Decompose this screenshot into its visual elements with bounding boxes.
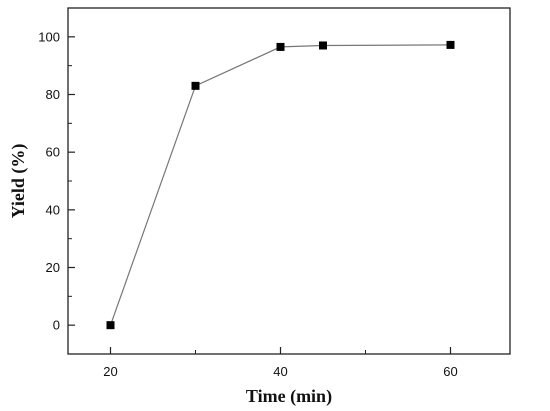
x-tick-label: 60 bbox=[443, 364, 457, 379]
y-tick-label: 100 bbox=[38, 29, 60, 44]
data-markers bbox=[106, 40, 455, 330]
y-tick-label: 80 bbox=[46, 87, 60, 102]
x-tick-label: 20 bbox=[103, 364, 117, 379]
data-point-marker bbox=[106, 321, 115, 330]
y-axis-title: Yield (%) bbox=[8, 144, 29, 219]
y-tick-label: 0 bbox=[53, 318, 60, 333]
x-tick-label: 40 bbox=[273, 364, 287, 379]
series-line bbox=[109, 44, 451, 326]
y-tick-label: 60 bbox=[46, 145, 60, 160]
data-point-marker bbox=[319, 41, 327, 50]
y-tick-label: 40 bbox=[46, 202, 60, 217]
axis-tick-labels: 20 40 60 0 20 40 60 80 100 bbox=[38, 29, 457, 379]
y-tick-label: 20 bbox=[46, 260, 60, 275]
data-point-marker bbox=[276, 42, 285, 51]
plot-frame bbox=[67, 7, 511, 355]
data-point-marker bbox=[446, 40, 455, 49]
x-axis-title: Time (min) bbox=[246, 386, 332, 407]
axis-ticks bbox=[68, 36, 452, 354]
data-point-marker bbox=[191, 81, 200, 90]
